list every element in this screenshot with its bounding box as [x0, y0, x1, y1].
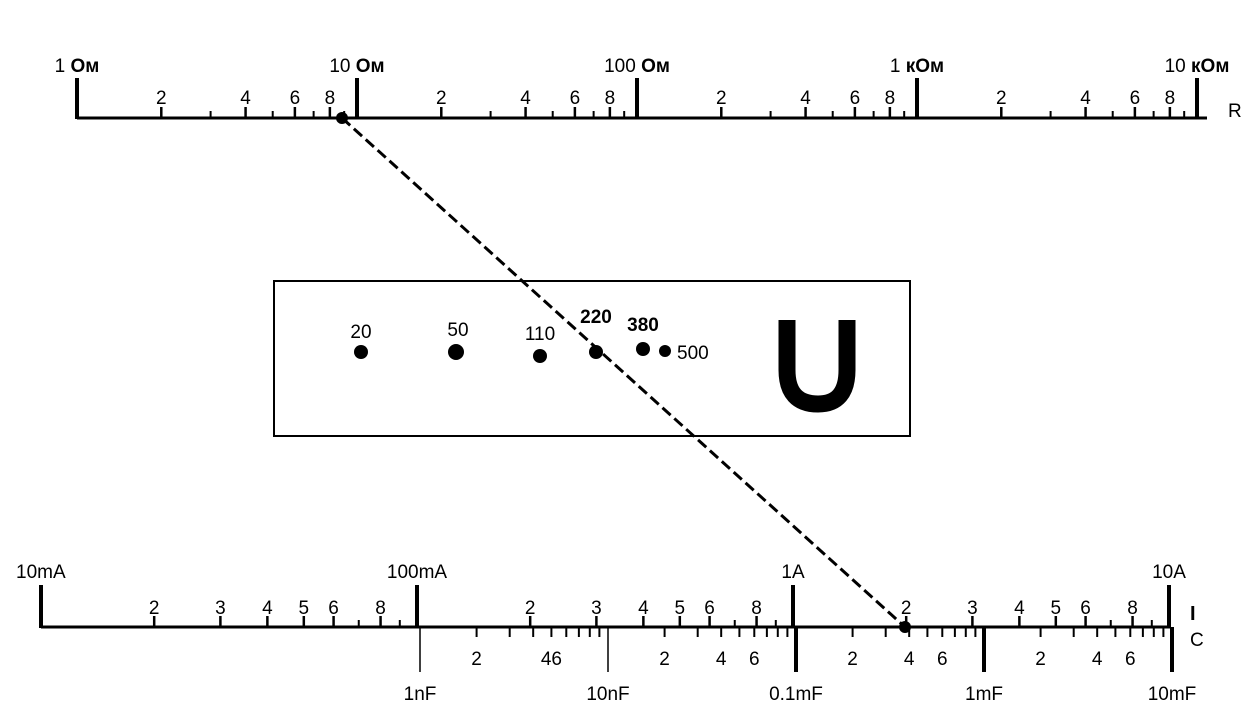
resistance-decade-label: 10 кОм: [1165, 56, 1230, 77]
current-decade-label: 10mA: [16, 562, 66, 583]
voltage-points: 20 50 110 220 380 500: [350, 307, 708, 364]
capacitance-minor-label: 4: [716, 649, 727, 670]
resistance-minor-label: 2: [996, 88, 1007, 109]
voltage-point: [659, 345, 671, 357]
current-minor-label: 4: [638, 598, 649, 619]
capacitance-decade-label: 0.1mF: [769, 684, 823, 705]
current-decade-label: 10A: [1152, 562, 1186, 583]
capacitance-axis-label: C: [1190, 630, 1204, 651]
resistance-ticks: [75, 78, 1199, 119]
resistance-minor-label: 6: [290, 88, 301, 109]
voltage-point: [354, 345, 368, 359]
resistance-minor-label: 2: [716, 88, 727, 109]
current-minor-label: 8: [751, 598, 762, 619]
capacitance-decade-label: 1mF: [965, 684, 1003, 705]
current-minor-label: 5: [1051, 598, 1062, 619]
capacitance-ticks: [419, 627, 1174, 672]
voltage-point: [448, 344, 464, 360]
capacitance-minor-label: 46: [541, 649, 562, 670]
resistance-minor-label: 4: [1080, 88, 1091, 109]
key-point-current: [899, 621, 911, 633]
resistance-decade-label: 10 Ом: [329, 56, 384, 77]
capacitance-minor-label: 2: [847, 649, 858, 670]
current-minor-label: 2: [525, 598, 536, 619]
current-minor-label: 5: [299, 598, 310, 619]
capacitance-minor-label: 4: [1092, 649, 1103, 670]
voltage-box: 20 50 110 220 380 500 U: [0, 0, 911, 437]
resistance-decade-label: 1 Ом: [55, 56, 100, 77]
capacitance-minor-label: 4: [904, 649, 915, 670]
resistance-minor-label: 4: [520, 88, 531, 109]
voltage-point-label: 50: [447, 320, 468, 341]
key-point-resistance: [336, 112, 348, 124]
current-minor-label: 3: [591, 598, 602, 619]
voltage-point: [589, 345, 603, 359]
voltage-point-label: 500: [677, 343, 709, 364]
capacitance-minor-label: 6: [1125, 649, 1136, 670]
capacitance-decade-label: 10nF: [586, 684, 629, 705]
resistance-minor-label: 2: [156, 88, 167, 109]
current-axis-label: I: [1190, 603, 1196, 625]
current-ticks: [39, 585, 1171, 628]
capacitance-minor-label: 2: [471, 649, 482, 670]
capacitance-decade-label: 1nF: [404, 684, 437, 705]
resistance-minor-label: 8: [325, 88, 336, 109]
current-minor-label: 4: [1014, 598, 1025, 619]
resistance-decade-label: 1 кОм: [890, 56, 944, 77]
resistance-axis-label: R: [1228, 101, 1242, 122]
current-minor-label: 2: [149, 598, 160, 619]
voltage-point: [533, 349, 547, 363]
current-minor-label: 3: [967, 598, 978, 619]
current-minor-label: 3: [215, 598, 226, 619]
resistance-minor-label: 8: [605, 88, 616, 109]
current-minor-label: 5: [675, 598, 686, 619]
resistance-minor-label: 8: [885, 88, 896, 109]
resistance-minor-label: 4: [240, 88, 251, 109]
resistance-minor-label: 2: [436, 88, 447, 109]
resistance-minor-label: 4: [800, 88, 811, 109]
key-line: [336, 112, 911, 633]
current-minor-label: 6: [1080, 598, 1091, 619]
resistance-labels: 1 Ом 2 4 6 8 10 Ом 2 4 6 8 100 Ом 2 4 6 8 1 кОм 2 4 6 8 10 к…: [55, 56, 1230, 109]
current-minor-label: 4: [262, 598, 273, 619]
voltage-symbol-u: [778, 320, 856, 413]
current-decade-label: 1A: [781, 562, 805, 583]
current-minor-label: 2: [901, 598, 912, 619]
capacitance-minor-label: 6: [749, 649, 760, 670]
resistance-minor-label: 8: [1165, 88, 1176, 109]
capacitance-minor-label: 6: [937, 649, 948, 670]
resistance-minor-label: 6: [850, 88, 861, 109]
voltage-point-label: 220: [580, 307, 612, 328]
resistance-decade-label: 100 Ом: [604, 56, 670, 77]
current-minor-label: 6: [704, 598, 715, 619]
current-minor-label: 6: [328, 598, 339, 619]
capacitance-minor-label: 2: [1035, 649, 1046, 670]
current-minor-label: 8: [375, 598, 386, 619]
current-minor-label: 8: [1127, 598, 1138, 619]
capacitance-decade-label: 10mF: [1148, 684, 1197, 705]
dashed-key-line: [340, 116, 907, 629]
voltage-symbol-text: U: [0, 0, 1, 1]
voltage-point: [636, 342, 650, 356]
voltage-point-label: 20: [350, 322, 371, 343]
capacitance-minor-label: 2: [659, 649, 670, 670]
resistance-minor-label: 6: [570, 88, 581, 109]
resistance-minor-label: 6: [1130, 88, 1141, 109]
voltage-point-label: 110: [525, 324, 555, 345]
current-decade-label: 100mA: [387, 562, 448, 583]
voltage-box-frame: [273, 280, 911, 437]
resistance-scale: 1 Ом 2 4 6 8 10 Ом 2 4 6 8 100 Ом 2 4 6 8 1 кОм 2 4 6 8 10 к…: [55, 56, 1242, 122]
voltage-point-label: 380: [627, 315, 659, 336]
